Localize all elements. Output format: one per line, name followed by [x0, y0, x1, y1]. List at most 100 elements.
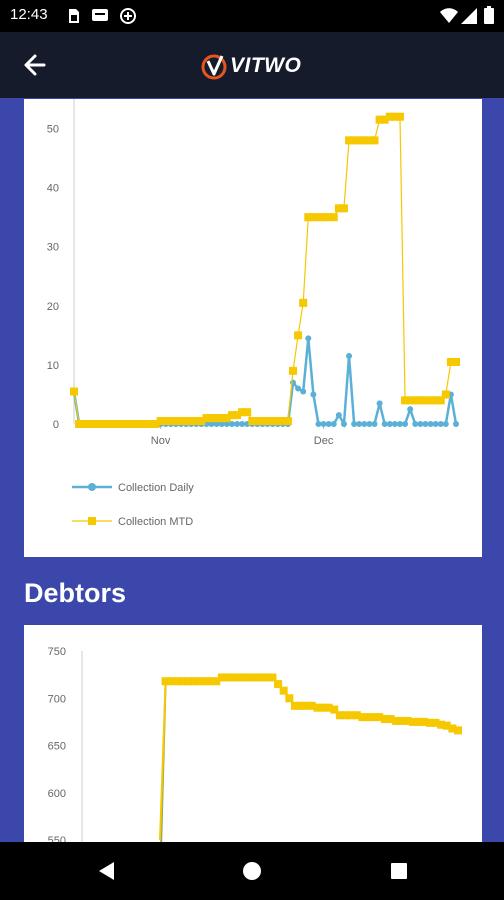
collection-daily-point — [361, 421, 368, 427]
collection-mtd-point — [329, 213, 338, 222]
debtors-point — [251, 673, 260, 682]
debtors-point — [206, 677, 215, 686]
debtors-point — [223, 673, 232, 682]
debtors-point — [392, 716, 401, 725]
collection-mtd-point — [141, 420, 150, 428]
collection-mtd-point — [283, 417, 292, 426]
collection-mtd-point — [390, 112, 399, 121]
collection-mtd-point — [110, 420, 119, 428]
collection-mtd-point — [304, 213, 313, 222]
collection-daily-point — [233, 421, 240, 427]
collection-mtd-point — [406, 396, 415, 405]
collection-daily-point — [366, 421, 373, 427]
collection-chart: 0 10 20 30 40 50 Nov Dec Collection Daily Collect… — [47, 99, 460, 528]
message-icon — [92, 9, 108, 21]
collection-mtd-point — [131, 420, 140, 428]
debtors-point — [178, 677, 187, 686]
debtors-point — [290, 701, 299, 710]
debtors-point — [319, 703, 328, 712]
logo-text: VITWO — [230, 54, 302, 77]
collection-mtd-point — [436, 396, 445, 405]
nav-back-button[interactable] — [96, 861, 116, 881]
debtors-point — [274, 680, 283, 689]
y-tick-label: 50 — [47, 124, 59, 136]
collection-mtd-point — [314, 213, 323, 222]
collection-mtd-point — [90, 420, 99, 428]
collection-mtd-point — [187, 417, 196, 426]
collection-mtd-point — [197, 417, 206, 426]
debtors-point — [217, 673, 226, 682]
nav-recents-button[interactable] — [391, 863, 407, 879]
collection-mtd-point — [350, 136, 359, 145]
collection-mtd-point — [192, 417, 201, 426]
collection-daily-point — [432, 421, 439, 427]
debtors-point — [285, 694, 294, 703]
debtors-point — [386, 715, 395, 724]
collection-mtd-point — [411, 396, 420, 405]
collection-mtd-point — [365, 136, 374, 145]
collection-mtd-point — [294, 331, 303, 340]
debtors-point — [302, 701, 311, 710]
collection-daily-point — [300, 388, 307, 395]
debtors-point — [437, 720, 446, 729]
collection-mtd-point — [441, 390, 450, 399]
y-tick-label: 30 — [47, 242, 59, 254]
collection-mtd-point — [309, 213, 318, 222]
collection-daily-point — [371, 421, 378, 427]
collection-daily-point — [437, 421, 444, 427]
collection-mtd-point — [227, 411, 236, 420]
debtors-point — [358, 713, 367, 722]
collection-mtd-point — [258, 417, 267, 426]
nav-home-button[interactable] — [242, 861, 262, 881]
collection-daily-point — [305, 335, 312, 342]
collection-daily-point — [453, 421, 459, 427]
app-bar: VITWO — [0, 32, 504, 98]
collection-daily-point — [402, 421, 409, 427]
legend-label: Collection Daily — [118, 482, 194, 494]
back-button[interactable] — [20, 50, 52, 80]
signal-icon — [461, 8, 477, 24]
collection-mtd-point — [339, 204, 348, 213]
debtors-point — [195, 677, 204, 686]
x-tick-label: Dec — [314, 435, 334, 447]
debtors-point — [347, 711, 356, 720]
debtors-point — [313, 703, 322, 712]
collection-mtd-point — [70, 387, 78, 396]
debtors-point — [397, 716, 406, 725]
collection-daily-point — [335, 412, 342, 419]
debtors-point — [420, 717, 429, 726]
debtors-point — [229, 673, 238, 682]
y-tick-label: 0 — [53, 419, 59, 431]
status-bar: 12:43 — [0, 0, 504, 32]
debtors-point — [341, 711, 350, 720]
collection-daily-point — [376, 400, 383, 407]
collection-daily-point — [356, 421, 363, 427]
debtors-point — [425, 718, 434, 727]
y-tick-label: 750 — [48, 646, 66, 658]
collection-daily-point — [239, 421, 246, 427]
y-tick-label: 10 — [47, 360, 59, 372]
collection-daily-point — [315, 421, 322, 427]
collection-mtd-point — [115, 420, 124, 428]
app-logo: VITWO — [200, 51, 301, 81]
collection-daily-point — [325, 421, 332, 427]
collection-mtd-point — [136, 420, 145, 428]
collection-mtd-point — [146, 420, 155, 428]
collection-daily-point — [381, 421, 388, 427]
sim-icon — [69, 9, 79, 23]
debtors-point — [369, 713, 378, 722]
debtors-point — [279, 686, 288, 695]
collection-daily-point — [208, 421, 215, 427]
collection-mtd-point — [355, 136, 364, 145]
debtors-point — [184, 677, 193, 686]
legend-swatch-marker — [88, 483, 96, 491]
collection-mtd-line — [73, 116, 456, 425]
collection-mtd-point — [232, 411, 241, 420]
collection-daily-point — [218, 421, 225, 427]
debtors-section-title: Debtors — [24, 578, 127, 608]
collection-mtd-point — [126, 420, 135, 428]
collection-daily-point — [320, 421, 327, 427]
collection-mtd-point — [243, 408, 252, 417]
collection-mtd-point — [248, 417, 257, 426]
debtors-point — [200, 677, 209, 686]
